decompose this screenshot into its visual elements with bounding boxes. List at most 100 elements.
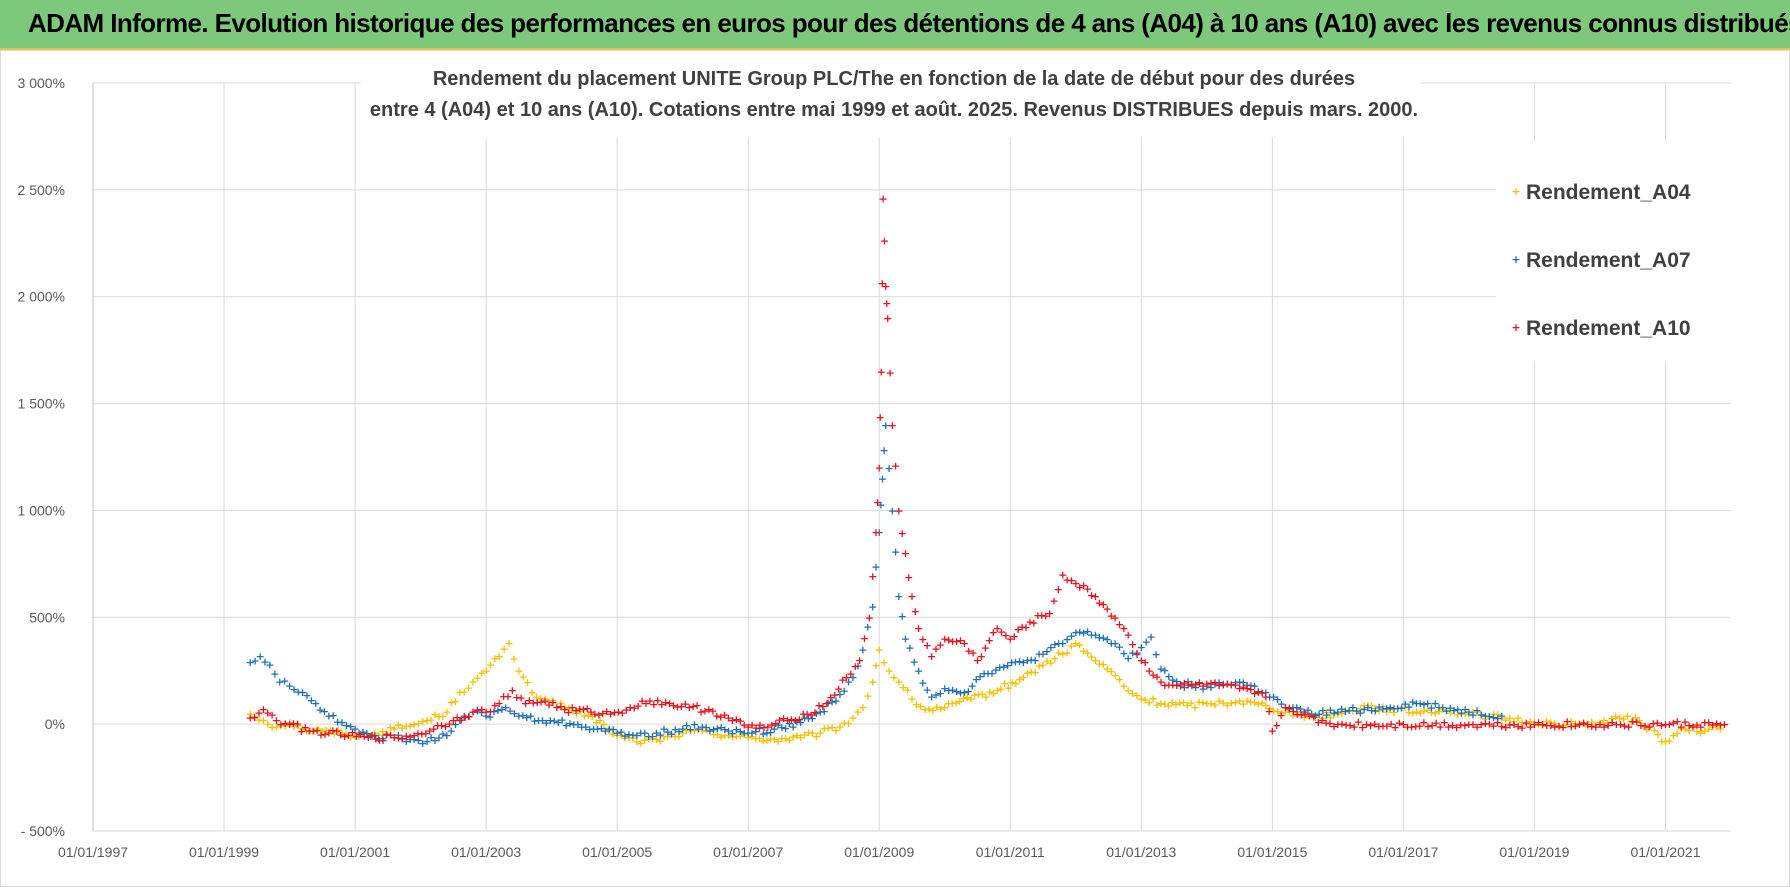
data-point: +	[822, 697, 831, 710]
legend-marker: +	[1511, 253, 1520, 266]
data-point: +	[482, 710, 491, 723]
data-point: +	[1446, 707, 1455, 720]
data-point: +	[732, 713, 741, 726]
data-point: +	[451, 718, 460, 731]
data-point: +	[948, 684, 957, 697]
data-point: +	[944, 634, 953, 647]
data-point: +	[1239, 698, 1248, 711]
data-point: +	[1176, 678, 1185, 691]
data-point: +	[763, 720, 772, 733]
data-point: +	[320, 728, 329, 741]
data-point: +	[572, 707, 581, 720]
data-point: +	[1696, 721, 1705, 734]
x-tick-label: 01/01/2019	[1499, 844, 1569, 860]
data-point: +	[606, 707, 615, 720]
data-point: +	[1550, 721, 1559, 734]
data-point: +	[537, 695, 546, 708]
x-tick-label: 01/01/2009	[844, 844, 914, 860]
data-point: +	[1330, 708, 1339, 721]
data-point: +	[1397, 702, 1406, 715]
data-point: +	[285, 716, 294, 729]
data-point: +	[1489, 719, 1498, 732]
data-point: +	[1254, 685, 1263, 698]
data-point: +	[1704, 716, 1713, 729]
data-point: +	[593, 722, 602, 735]
data-point: +	[1235, 675, 1244, 688]
data-point: +	[585, 723, 594, 736]
data-point: +	[766, 732, 775, 745]
data-point: +	[1501, 721, 1510, 734]
data-point: +	[848, 712, 857, 725]
data-point: +	[1401, 697, 1410, 710]
data-point: +	[831, 724, 840, 737]
data-point: +	[1431, 707, 1440, 720]
data-point: +	[1653, 728, 1662, 741]
data-point: +	[1423, 697, 1432, 710]
data-point: +	[495, 697, 504, 710]
data-point: +	[1321, 716, 1330, 729]
data-point: +	[712, 710, 721, 723]
data-point: +	[1720, 718, 1729, 731]
data-point: +	[910, 656, 919, 669]
data-point: +	[1692, 725, 1701, 738]
data-point: +	[653, 694, 662, 707]
data-point: +	[301, 721, 310, 734]
data-point: +	[1164, 679, 1173, 692]
data-point: +	[533, 696, 542, 709]
data-point: +	[1046, 641, 1055, 654]
data-point: +	[1485, 718, 1494, 731]
data-point: +	[1309, 710, 1318, 723]
data-point: +	[1337, 702, 1346, 715]
data-point: +	[402, 730, 411, 743]
data-point: +	[250, 710, 259, 723]
data-point: +	[1281, 705, 1290, 718]
data-point: +	[464, 710, 473, 723]
data-point: +	[406, 733, 415, 746]
data-point: +	[1062, 633, 1071, 646]
data-point: +	[894, 590, 903, 603]
axis-layer: - 500% 0% 500% 1 000% 1 500% 2 000% 2 500% 3 00…	[18, 75, 1701, 860]
data-point: +	[613, 727, 622, 740]
data-point: +	[344, 729, 353, 742]
data-point: +	[1099, 658, 1108, 671]
data-point: +	[976, 670, 985, 683]
data-point: +	[1254, 698, 1263, 711]
data-point: +	[1206, 681, 1215, 694]
data-point: +	[1296, 705, 1305, 718]
data-point: +	[1000, 677, 1009, 690]
data-point: +	[1638, 719, 1647, 732]
data-point: +	[1008, 676, 1017, 689]
series-Rendement_A04: + + + + + + + + + + + + + + + + + + + + + + + + + + + + + + + + + + + + + + + +…	[246, 637, 1729, 750]
data-point: +	[927, 690, 936, 703]
data-point: +	[1023, 654, 1032, 667]
data-point: +	[332, 725, 341, 738]
data-point: +	[969, 646, 978, 659]
data-point: +	[898, 610, 907, 623]
data-point: +	[1058, 648, 1067, 661]
data-point: +	[320, 705, 329, 718]
data-point: +	[705, 724, 714, 737]
data-point: +	[1522, 717, 1531, 730]
data-point: +	[552, 701, 561, 714]
data-point: +	[728, 727, 737, 740]
data-point: +	[406, 720, 415, 733]
data-point: +	[337, 727, 346, 740]
data-point: +	[1103, 633, 1112, 646]
data-point: +	[512, 691, 521, 704]
data-point: +	[1015, 673, 1024, 686]
data-point: +	[1011, 656, 1020, 669]
data-point: +	[883, 312, 892, 325]
data-point: +	[1231, 676, 1240, 689]
data-point: +	[1050, 652, 1059, 665]
data-point: +	[366, 730, 375, 743]
data-point: +	[1449, 703, 1458, 716]
data-point: +	[840, 684, 849, 697]
data-point: +	[1145, 665, 1154, 678]
data-point: +	[455, 686, 464, 699]
data-point: +	[1277, 707, 1286, 720]
data-point: +	[394, 719, 403, 732]
data-point: +	[1436, 720, 1445, 733]
data-point: +	[911, 605, 920, 618]
data-point: +	[875, 462, 884, 475]
data-point: +	[901, 547, 910, 560]
